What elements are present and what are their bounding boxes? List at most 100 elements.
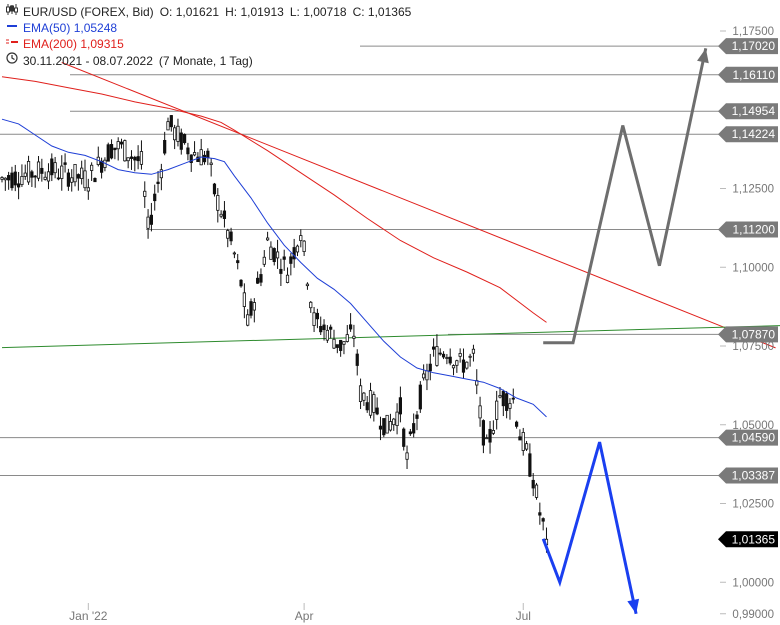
candle-body: [30, 171, 34, 178]
candle-body: [212, 183, 217, 195]
price-level-marker: [718, 429, 778, 446]
candle-body: [226, 230, 230, 239]
legend-ema200-label: EMA(200): [23, 37, 78, 51]
candle-body: [46, 171, 51, 182]
candle-body: [438, 352, 442, 355]
line-swatch-icon: [6, 36, 18, 52]
y-tick-label: 1,05000: [732, 420, 774, 432]
candle-body: [169, 115, 173, 128]
candle-body: [418, 384, 422, 410]
candle-body: [505, 393, 509, 411]
candle-body: [179, 132, 183, 150]
candle-body: [279, 268, 283, 274]
price-level-marker: [718, 126, 778, 143]
candle-body: [113, 147, 117, 151]
candle-body: [471, 348, 476, 354]
candle-body: [285, 274, 290, 283]
candle-body: [3, 177, 7, 181]
candle-body: [202, 154, 207, 163]
candles: [0, 115, 549, 553]
candle-body: [348, 324, 353, 330]
candle-body: [402, 428, 406, 447]
candle-body: [269, 246, 273, 260]
candle-body: [126, 157, 130, 162]
candle-body: [515, 421, 519, 427]
candle-body: [458, 353, 462, 357]
clock-icon: [6, 52, 18, 69]
candle-body: [299, 235, 303, 242]
candle-body: [488, 428, 492, 443]
y-tick-label: 1,07500: [732, 341, 774, 353]
candle-body: [455, 360, 459, 366]
legend-ema200-row[interactable]: EMA(200) 1,09315: [6, 36, 411, 52]
candle-body: [282, 256, 286, 260]
candle-body: [428, 363, 432, 372]
candle-body: [541, 518, 545, 522]
candle-body: [372, 394, 376, 413]
candle-body: [0, 177, 4, 180]
legend-period: 30.11.2021 - 08.07.2022: [23, 53, 153, 68]
candle-body: [139, 151, 144, 165]
legend-low: 1,00718: [303, 5, 347, 19]
candle-body: [495, 400, 499, 420]
candle-body: [275, 251, 280, 259]
trendlines: [1, 62, 780, 349]
candle-body: [33, 175, 37, 178]
candle-body: [50, 158, 54, 176]
candle-body: [378, 425, 383, 430]
candle-body: [7, 175, 11, 181]
candle-body: [192, 152, 197, 156]
candle-body: [249, 301, 253, 316]
candle-body: [398, 397, 403, 415]
candle-body: [342, 341, 346, 345]
bearish-arrowhead: [627, 598, 640, 614]
candle-body: [534, 484, 539, 498]
price-level-marker: [718, 326, 778, 343]
candle-body: [392, 418, 396, 426]
candle-body: [119, 141, 124, 145]
candle-body: [451, 365, 456, 369]
candle-body: [106, 144, 110, 162]
candle-body: [491, 430, 495, 434]
candle-body: [412, 423, 416, 434]
legend-ema50-row[interactable]: EMA(50) 1,05248: [6, 20, 411, 36]
candle-body: [302, 240, 306, 252]
candle-body: [518, 436, 522, 441]
candle-body: [405, 452, 409, 460]
candle-body: [189, 154, 193, 164]
candle-body: [43, 176, 47, 180]
candle-body: [312, 312, 316, 326]
candle-body: [90, 164, 94, 171]
candle-body: [319, 326, 323, 333]
legend-ema50-value: 1,05248: [73, 21, 118, 35]
candle-body: [448, 356, 452, 364]
candle-body: [182, 134, 187, 144]
price-level-label: 1,11200: [733, 222, 776, 236]
y-tick-label: 1,02500: [732, 499, 774, 511]
candle-body: [66, 172, 70, 187]
scenario-paths: [541, 47, 709, 615]
candle-body: [461, 359, 466, 373]
green-support-trendline: [1, 325, 780, 349]
candle-body: [309, 301, 313, 309]
candle-body: [26, 161, 31, 183]
candle-body: [20, 176, 24, 185]
legend-open: 1,01621: [175, 5, 220, 19]
candle-body: [478, 405, 482, 419]
price-level-marker: [718, 467, 778, 484]
candle-body: [216, 195, 220, 211]
candle-body: [252, 302, 256, 311]
candle-body: [332, 338, 336, 349]
price-level-marker: [718, 103, 778, 120]
candle-body: [352, 335, 356, 339]
candle-body: [325, 329, 329, 341]
candle-body: [485, 437, 489, 440]
candle-body: [422, 373, 426, 379]
candle-body: [209, 162, 213, 165]
x-tick-label: Apr: [295, 609, 314, 623]
candle-body: [528, 453, 532, 477]
ema200-line: [1, 76, 547, 323]
price-level-marker: [718, 66, 778, 83]
legend-close-label: C:: [352, 5, 365, 19]
